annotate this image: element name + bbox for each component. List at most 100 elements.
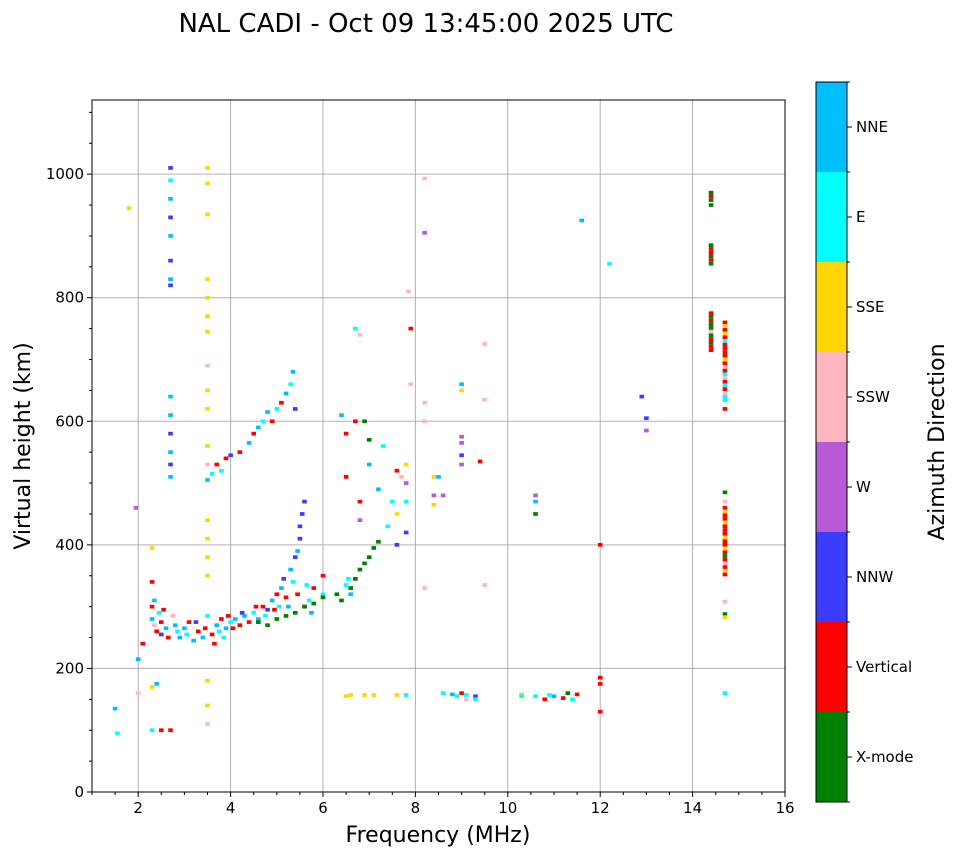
echo-cell-sse	[394, 693, 400, 697]
echo-cell-ssw	[722, 561, 728, 566]
echo-cell-sse	[722, 615, 728, 619]
echo-cell-ssw	[722, 365, 728, 369]
echo-cell-x-mode	[708, 243, 714, 248]
echo-cell-x-mode	[357, 567, 363, 572]
echo-cell-ssw	[463, 697, 469, 702]
echo-cell-x-mode	[708, 190, 714, 195]
echo-cell-e	[403, 499, 409, 504]
echo-cell-vertical	[149, 580, 155, 584]
echo-cell-nne	[256, 617, 261, 621]
echo-cell-sse	[205, 444, 210, 448]
echo-cell-x-mode	[722, 612, 728, 616]
echo-cell-sse	[722, 357, 728, 362]
echo-cell-vertical	[722, 320, 728, 325]
echo-cell-vertical	[212, 641, 217, 646]
echo-cell-vertical	[225, 614, 231, 618]
colorbar-label-nne: NNE	[856, 118, 888, 136]
x-tick-label: 12	[591, 799, 610, 817]
echo-cell-sse	[348, 693, 354, 697]
echo-cell-nne	[214, 623, 220, 628]
echo-cell-nne	[436, 475, 441, 479]
echo-cell-x-mode	[533, 512, 538, 516]
echo-cell-vertical	[722, 387, 728, 392]
echo-cell-vertical	[274, 592, 280, 597]
echo-cell-vertical	[394, 468, 400, 473]
echo-cell-w	[459, 441, 464, 445]
echo-cell-nne	[168, 394, 173, 399]
echo-cell-nne	[242, 614, 247, 618]
echo-cell-w	[644, 428, 649, 433]
y-tick-label: 800	[55, 289, 84, 307]
echo-cell-e	[353, 326, 358, 331]
echo-cell-nnw	[403, 530, 409, 535]
echo-cell-vertical	[708, 250, 714, 255]
echo-cell-vertical	[149, 604, 155, 609]
echo-cell-x-mode	[274, 617, 280, 621]
echo-cell-nne	[288, 567, 293, 572]
echo-cell-x-mode	[362, 419, 367, 424]
echo-cell-sse	[205, 166, 210, 170]
echo-cell-e	[274, 407, 280, 411]
colorbar-label-ssw: SSW	[856, 388, 890, 406]
echo-cell-vertical	[722, 543, 728, 547]
echo-cell-ssw	[422, 176, 427, 181]
echo-cell-e	[722, 372, 728, 377]
colorbar-swatch-vertical	[816, 622, 847, 712]
echo-cell-vertical	[722, 379, 728, 384]
colorbar-frame	[815, 81, 848, 803]
echo-cell-vertical	[279, 400, 284, 405]
echo-cell-w	[403, 481, 409, 485]
echo-cell-nne	[348, 592, 354, 597]
echo-cell-nne	[172, 623, 178, 628]
echo-cell-x-mode	[366, 555, 372, 560]
colorbar-label: Azimuth Direction	[925, 343, 950, 540]
echo-cell-nne	[551, 694, 557, 699]
echo-cell-vertical	[209, 632, 215, 637]
y-tick-label: 400	[55, 536, 84, 554]
echo-cell-x-mode	[708, 326, 714, 330]
echo-cell-vertical	[708, 258, 714, 262]
echo-cell-e	[221, 635, 226, 640]
echo-cell-vertical	[722, 557, 728, 562]
echo-cell-e	[380, 444, 386, 448]
echo-cell-nne	[191, 638, 196, 643]
echo-cell-x-mode	[708, 261, 714, 266]
echo-cell-vertical	[722, 327, 728, 332]
echo-cell-vertical	[722, 565, 728, 569]
echo-cell-vertical	[722, 368, 728, 373]
echo-cell-vertical	[722, 531, 728, 536]
echo-cell-nnw	[168, 258, 173, 263]
y-tick-label: 600	[55, 412, 84, 430]
echo-cell-nnw	[297, 536, 303, 541]
echo-cell-sse	[722, 324, 728, 328]
echo-cell-sse	[722, 546, 728, 551]
colorbar-swatch-e	[816, 172, 847, 262]
echo-cell-vertical	[722, 350, 728, 354]
colorbar-label-x-mode: X-mode	[856, 748, 913, 766]
echo-cell-vertical	[722, 539, 728, 544]
echo-cell-vertical	[560, 696, 566, 700]
echo-cell-nnw	[292, 407, 298, 411]
echo-cell-ssw	[135, 691, 141, 695]
colorbar-label-sse: SSE	[856, 298, 885, 316]
echo-cell-x-mode	[311, 601, 317, 606]
echo-cell-vertical	[722, 517, 728, 521]
echo-cell-ssw	[482, 583, 488, 587]
echo-cell-sse	[343, 694, 349, 699]
echo-cell-vertical	[708, 344, 714, 349]
echo-cell-sse	[403, 462, 409, 467]
y-axis-label: Virtual height (km)	[11, 342, 36, 549]
echo-cell-vertical	[223, 456, 229, 461]
echo-cell-ssw	[205, 363, 210, 368]
echo-cell-sse	[431, 502, 437, 507]
echo-cell-vertical	[320, 573, 326, 578]
echo-cell-ssw	[722, 499, 728, 504]
echo-cell-nnw	[168, 462, 173, 467]
echo-cell-vertical	[597, 675, 603, 680]
echo-cell-nne	[579, 218, 585, 223]
echo-cell-nnw	[394, 543, 400, 547]
echo-cell-ssw	[722, 376, 728, 380]
echo-cell-vertical	[459, 691, 464, 695]
echo-cell-vertical	[722, 353, 728, 358]
echo-cell-vertical	[708, 311, 714, 316]
